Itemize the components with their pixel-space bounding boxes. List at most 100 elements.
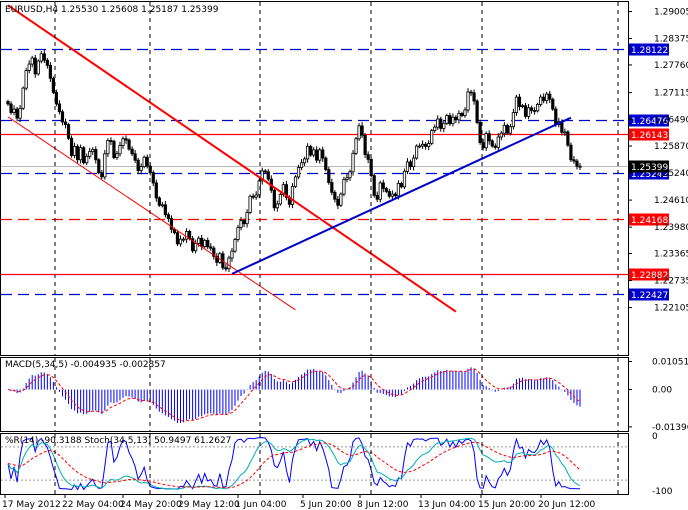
candle[interactable]	[375, 191, 379, 202]
candle[interactable]	[442, 120, 446, 133]
candle[interactable]	[163, 201, 167, 218]
candle[interactable]	[263, 169, 267, 174]
candle[interactable]	[424, 142, 428, 150]
candle[interactable]	[224, 264, 228, 272]
candle[interactable]	[21, 86, 25, 110]
candle[interactable]	[481, 138, 485, 151]
candle[interactable]	[100, 169, 104, 180]
candle[interactable]	[166, 212, 171, 222]
candle[interactable]	[551, 97, 555, 111]
candle[interactable]	[206, 237, 210, 250]
candle[interactable]	[302, 156, 307, 167]
candle[interactable]	[312, 147, 316, 158]
candle[interactable]	[505, 123, 509, 135]
candle[interactable]	[293, 175, 298, 189]
candle[interactable]	[566, 130, 570, 147]
candle[interactable]	[369, 157, 373, 178]
candle[interactable]	[299, 158, 304, 171]
candle[interactable]	[454, 115, 458, 124]
candle[interactable]	[306, 143, 310, 163]
candle[interactable]	[572, 155, 576, 164]
candle[interactable]	[15, 106, 19, 122]
candle[interactable]	[72, 142, 77, 159]
candle[interactable]	[109, 137, 113, 146]
candle[interactable]	[324, 156, 328, 172]
candle[interactable]	[436, 115, 440, 130]
candle[interactable]	[227, 255, 231, 273]
candle[interactable]	[490, 139, 494, 148]
candle[interactable]	[309, 144, 313, 157]
candle[interactable]	[402, 168, 407, 190]
candle[interactable]	[448, 112, 452, 126]
candle[interactable]	[469, 89, 473, 97]
candle[interactable]	[181, 236, 186, 243]
candle[interactable]	[106, 138, 110, 158]
candle[interactable]	[357, 123, 361, 141]
candle[interactable]	[169, 215, 174, 234]
candle[interactable]	[472, 89, 476, 105]
candle[interactable]	[475, 99, 479, 125]
candle[interactable]	[154, 179, 158, 202]
candle[interactable]	[318, 147, 322, 164]
candle[interactable]	[248, 194, 252, 215]
candle[interactable]	[315, 146, 319, 163]
trend-line[interactable]	[7, 116, 296, 311]
candle[interactable]	[321, 146, 325, 162]
candle[interactable]	[88, 147, 92, 160]
candle[interactable]	[145, 154, 149, 169]
candle[interactable]	[517, 93, 522, 111]
candle[interactable]	[466, 88, 470, 113]
candle[interactable]	[545, 91, 549, 104]
candle[interactable]	[354, 137, 358, 156]
candle[interactable]	[18, 105, 22, 122]
candle[interactable]	[333, 190, 337, 203]
candle[interactable]	[236, 224, 240, 242]
candle[interactable]	[523, 102, 528, 119]
candle[interactable]	[360, 122, 364, 139]
candle[interactable]	[411, 154, 416, 171]
candle[interactable]	[502, 122, 506, 137]
candle[interactable]	[414, 144, 419, 160]
candle[interactable]	[484, 131, 488, 152]
oscillator-panel[interactable]	[1, 437, 628, 491]
candle[interactable]	[266, 169, 270, 182]
candle[interactable]	[427, 140, 431, 151]
candle[interactable]	[45, 57, 49, 69]
macd-panel[interactable]	[7, 367, 581, 424]
candle[interactable]	[12, 105, 16, 116]
trend-line[interactable]	[7, 4, 457, 313]
candle[interactable]	[239, 216, 243, 231]
candle[interactable]	[121, 136, 125, 149]
candle[interactable]	[408, 159, 413, 170]
candle[interactable]	[381, 179, 385, 193]
candle[interactable]	[24, 67, 28, 91]
candle[interactable]	[457, 110, 461, 124]
candle[interactable]	[36, 59, 40, 76]
candle[interactable]	[127, 138, 131, 151]
candle[interactable]	[254, 191, 258, 200]
candle[interactable]	[390, 190, 394, 199]
candle[interactable]	[499, 130, 503, 141]
candle[interactable]	[209, 243, 213, 251]
candle[interactable]	[378, 180, 382, 203]
candle[interactable]	[39, 51, 43, 64]
candle[interactable]	[9, 101, 13, 115]
candle[interactable]	[230, 247, 234, 262]
candle[interactable]	[533, 107, 537, 115]
candle[interactable]	[191, 235, 195, 253]
candle[interactable]	[433, 124, 437, 133]
candle[interactable]	[520, 103, 525, 109]
candle[interactable]	[526, 104, 531, 120]
candle[interactable]	[548, 90, 552, 104]
candle[interactable]	[27, 60, 31, 74]
candle[interactable]	[336, 195, 340, 210]
candle[interactable]	[417, 143, 422, 149]
price-panel[interactable]: 1.28122 1.26476 1.26143 1.25242 1.24168 1.228…	[1, 4, 669, 313]
candle[interactable]	[451, 113, 455, 127]
candle[interactable]	[496, 133, 500, 151]
candle[interactable]	[366, 151, 370, 164]
candle[interactable]	[33, 54, 37, 78]
candle[interactable]	[463, 107, 467, 118]
candle[interactable]	[575, 158, 579, 170]
